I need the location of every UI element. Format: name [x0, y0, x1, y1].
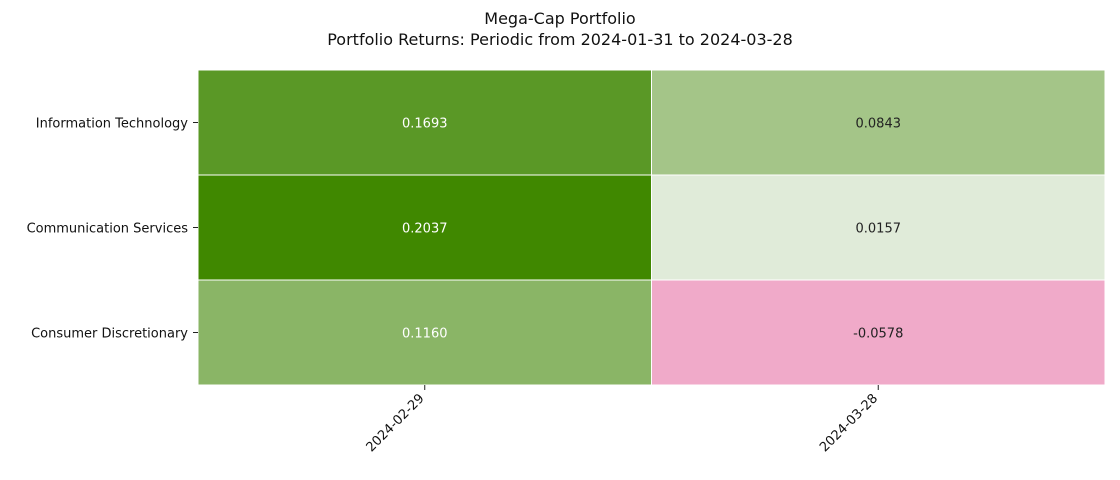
heatmap-cell: [651, 279, 1106, 386]
x-tick-label: 2024-02-29: [364, 391, 428, 455]
cell-value-label: -0.0578: [853, 327, 903, 342]
cell-value-label: 0.1693: [402, 117, 448, 132]
cell-value-label: 0.0157: [856, 222, 902, 237]
chart-title: Mega-Cap Portfolio: [484, 9, 635, 28]
cell-value-label: 0.0843: [856, 117, 902, 132]
heatmap-cell: [197, 69, 652, 176]
y-axis: Information Technology Communication Serv…: [27, 117, 198, 342]
y-tick-label: Information Technology: [36, 117, 189, 132]
heatmap-cell: [197, 174, 652, 281]
heatmap-cell: [651, 69, 1106, 176]
chart-subtitle: Portfolio Returns: Periodic from 2024-01…: [327, 30, 793, 49]
cell-value-label: 0.2037: [402, 222, 448, 237]
heatmap-cell: [197, 279, 652, 386]
heatmap-cells: [197, 69, 1106, 386]
heatmap-value-labels: 0.1693 0.0843 0.2037 0.0157 0.1160 -0.0578: [402, 117, 903, 342]
x-tick-label: 2024-03-28: [817, 391, 881, 455]
y-tick-label: Communication Services: [27, 222, 189, 237]
cell-value-label: 0.1160: [402, 327, 448, 342]
x-axis: 2024-02-29 2024-03-28: [364, 385, 881, 455]
y-tick-label: Consumer Discretionary: [31, 327, 188, 342]
heatmap-cell: [651, 174, 1106, 281]
